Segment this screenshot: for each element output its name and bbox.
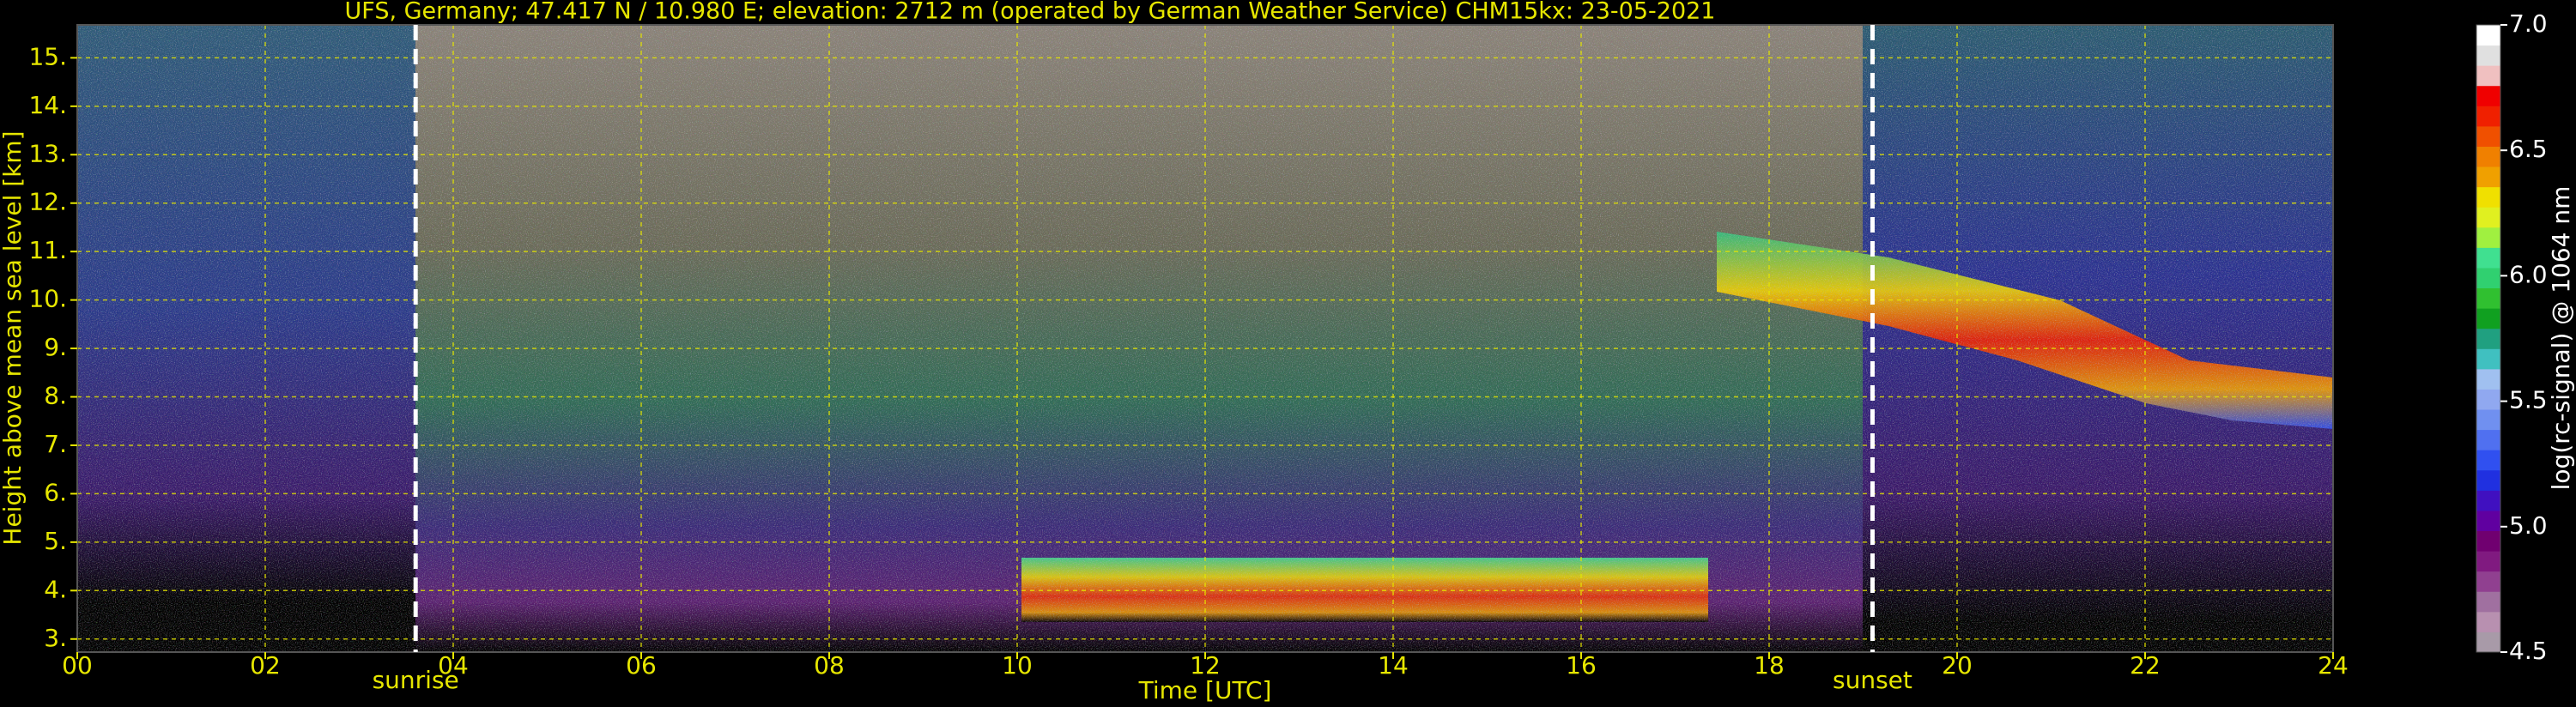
colorbar-swatch xyxy=(2476,490,2500,511)
x-tick-label: 18 xyxy=(1754,651,1785,680)
colorbar-swatch xyxy=(2476,450,2500,471)
colorbar-swatch xyxy=(2476,125,2500,147)
colorbar-swatch xyxy=(2476,551,2500,572)
colorbar-swatch xyxy=(2476,166,2500,188)
y-tick-label: 12. xyxy=(28,188,67,216)
colorbar-swatch xyxy=(2476,25,2500,46)
colorbar-swatch xyxy=(2476,308,2500,329)
x-tick-label: 12 xyxy=(1190,651,1221,680)
y-axis-label: Height above mean sea level [km] xyxy=(0,130,27,545)
x-tick-label: 14 xyxy=(1378,651,1409,680)
annotation-label: sunset xyxy=(1833,666,1912,694)
grid xyxy=(76,25,2334,652)
colorbar-tick-label: 6.5 xyxy=(2509,135,2548,163)
annotation-label: sunrise xyxy=(373,666,459,694)
colorbar-swatch xyxy=(2476,85,2500,106)
y-tick-label: 11. xyxy=(28,236,67,264)
colorbar-swatch xyxy=(2476,409,2500,431)
x-tick-label: 04 xyxy=(438,651,469,680)
colorbar-tick-label: 4.5 xyxy=(2509,637,2548,665)
x-tick-label: 10 xyxy=(1002,651,1033,680)
y-tick-label: 7. xyxy=(44,430,67,458)
colorbar-swatch xyxy=(2476,631,2500,653)
colorbar-swatch xyxy=(2476,429,2500,450)
colorbar-swatch xyxy=(2476,611,2500,632)
x-tick-label: 02 xyxy=(250,651,281,680)
x-axis-label: Time [UTC] xyxy=(1138,676,1272,704)
colorbar-swatch xyxy=(2476,389,2500,410)
colorbar-swatch xyxy=(2476,267,2500,289)
y-tick-label: 9. xyxy=(44,333,67,361)
x-tick-label: 22 xyxy=(2130,651,2161,680)
colorbar-swatch xyxy=(2476,368,2500,390)
x-tick-label: 00 xyxy=(62,651,93,680)
x-tick-label: 20 xyxy=(1942,651,1973,680)
y-tick-label: 15. xyxy=(28,42,67,70)
x-tick-label: 16 xyxy=(1566,651,1597,680)
colorbar-swatch xyxy=(2476,146,2500,167)
y-tick-label: 8. xyxy=(44,382,67,410)
colorbar-swatch xyxy=(2476,106,2500,127)
x-tick-label: 06 xyxy=(626,651,657,680)
colorbar-swatch xyxy=(2476,510,2500,532)
chart-title: UFS, Germany; 47.417 N / 10.980 E; eleva… xyxy=(345,0,1716,25)
y-tick-label: 10. xyxy=(28,285,67,313)
colorbar-swatch xyxy=(2476,469,2500,491)
colorbar-tick-label: 5.0 xyxy=(2509,511,2548,540)
colorbar-swatch xyxy=(2476,247,2500,269)
colorbar-swatch xyxy=(2476,186,2500,208)
colorbar-swatch xyxy=(2476,45,2500,66)
colorbar-swatch xyxy=(2476,328,2500,349)
y-tick-label: 13. xyxy=(28,139,67,167)
colorbar-frame xyxy=(2476,24,2501,653)
y-tick-label: 6. xyxy=(44,478,67,506)
colorbar-label: log(rc-signal) @ 1064 nm xyxy=(2547,186,2575,491)
colorbar-swatch xyxy=(2476,571,2500,592)
colorbar-tick-label: 7.0 xyxy=(2509,9,2548,38)
colorbar-swatch xyxy=(2476,287,2500,309)
colorbar-swatch xyxy=(2476,530,2500,552)
y-tick-label: 4. xyxy=(44,575,67,603)
colorbar-swatch xyxy=(2476,591,2500,613)
colorbar-swatch xyxy=(2476,207,2500,228)
x-tick-label: 24 xyxy=(2318,651,2349,680)
colorbar-swatch xyxy=(2476,65,2500,87)
x-tick-label: 08 xyxy=(814,651,845,680)
colorbar-tick-label: 5.5 xyxy=(2509,386,2548,414)
colorbar-swatch xyxy=(2476,348,2500,370)
y-tick-label: 3. xyxy=(44,624,67,652)
y-tick-label: 14. xyxy=(28,91,67,119)
colorbar-tick-label: 6.0 xyxy=(2509,260,2548,288)
colorbar-swatch xyxy=(2476,227,2500,248)
y-tick-label: 5. xyxy=(44,527,67,555)
